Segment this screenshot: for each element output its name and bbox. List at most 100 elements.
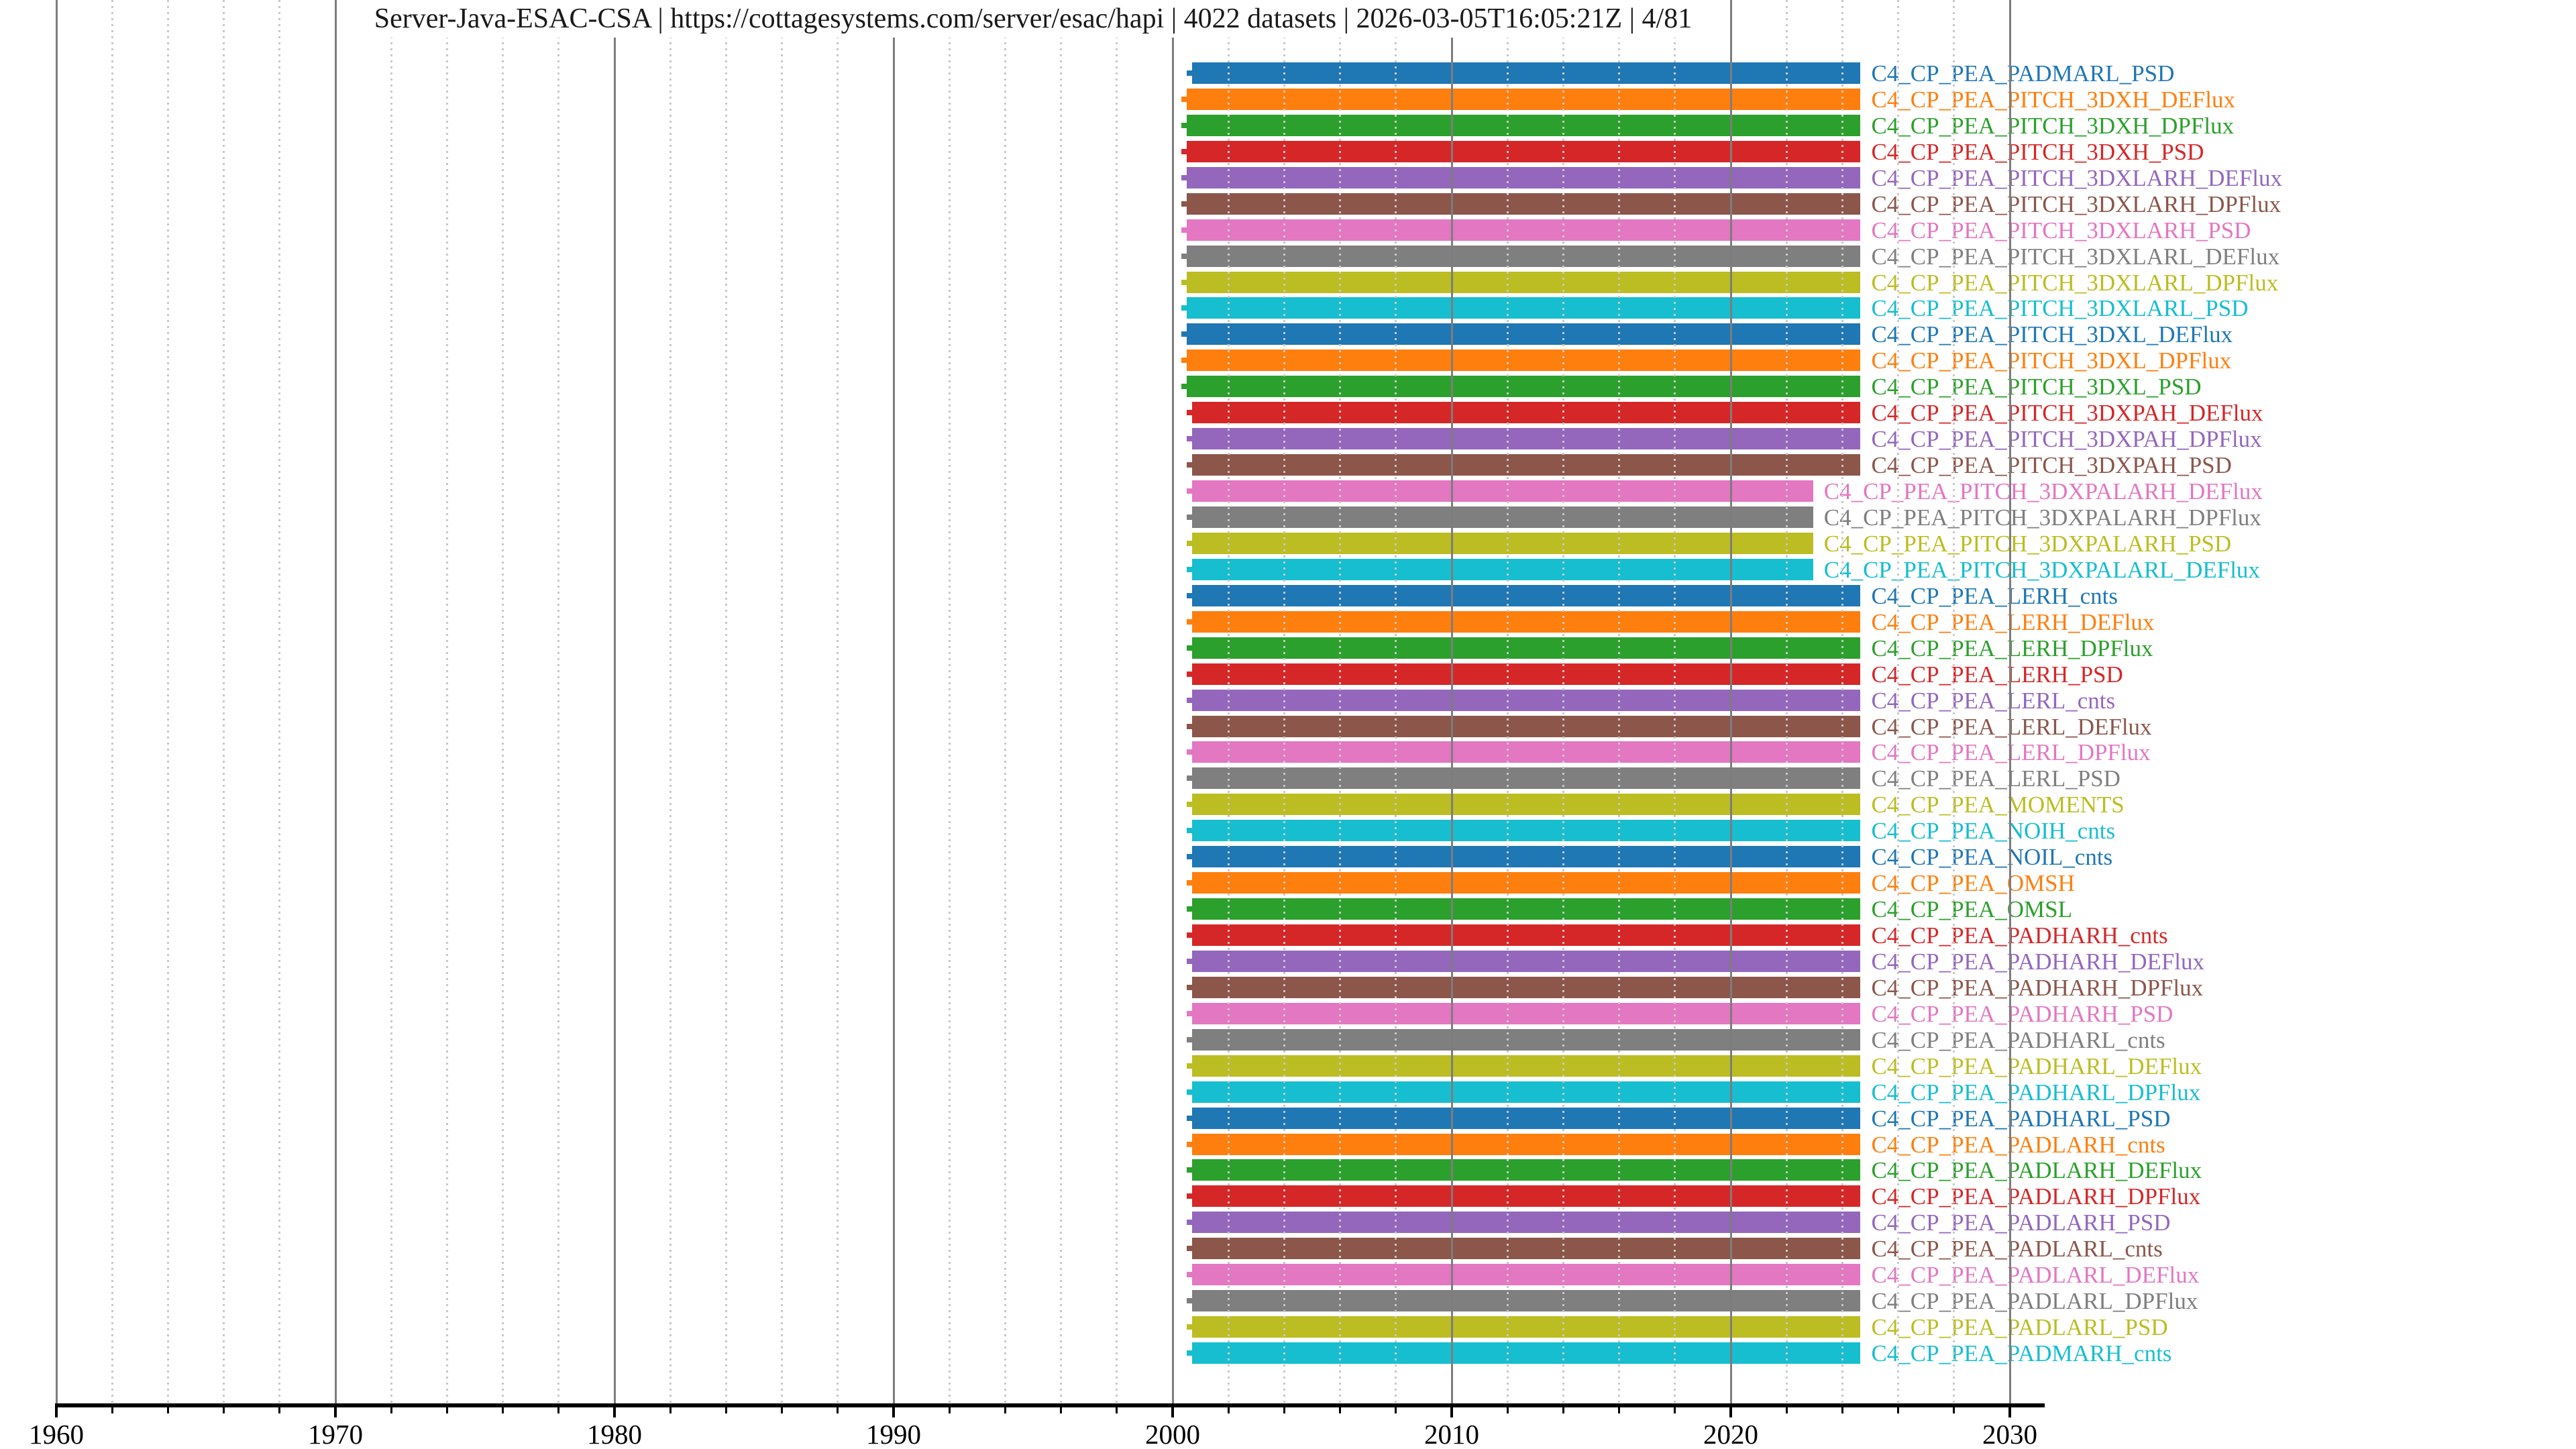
coverage-bar: [1192, 663, 1861, 685]
axis-tick-label: 1960: [29, 1419, 84, 1449]
coverage-bar-whisker: [1187, 854, 1193, 860]
axis-tick-minor: [1897, 1407, 1900, 1413]
coverage-bar-whisker: [1187, 462, 1193, 468]
coverage-bar-whisker: [1187, 1141, 1193, 1147]
coverage-bar-whisker: [1187, 1272, 1193, 1278]
grid-line-major: [1450, 0, 1453, 1403]
coverage-bar-whisker: [1181, 122, 1187, 128]
dataset-label: C4_CP_PEA_PITCH_3DXPALARH_PSD: [1823, 530, 2232, 557]
coverage-bar: [1192, 1002, 1861, 1024]
grid-line-minor: [111, 0, 113, 1403]
dataset-label: C4_CP_PEA_LERL_DEFlux: [1871, 713, 2152, 740]
axis-tick-minor: [837, 1407, 839, 1413]
coverage-bar-whisker: [1187, 697, 1193, 703]
coverage-bar: [1192, 846, 1861, 868]
coverage-bar-whisker: [1181, 148, 1187, 154]
coverage-bar: [1192, 402, 1861, 424]
dataset-label: C4_CP_PEA_PITCH_3DXH_DPFlux: [1871, 112, 2235, 139]
coverage-bar-whisker: [1187, 828, 1193, 834]
dataset-label: C4_CP_PEA_PADHARH_PSD: [1871, 1000, 2174, 1027]
coverage-bar: [1186, 376, 1861, 398]
dataset-label: C4_CP_PEA_PITCH_3DXPALARL_DEFlux: [1823, 556, 2260, 583]
axis-tick-minor: [669, 1407, 672, 1413]
axis-tick-minor: [1674, 1407, 1676, 1413]
coverage-bar-whisker: [1187, 1089, 1193, 1095]
axis-tick-minor: [166, 1407, 169, 1413]
grid-line-minor: [781, 0, 784, 1403]
dataset-label: C4_CP_PEA_NOIH_cnts: [1871, 818, 2116, 845]
coverage-bar-whisker: [1187, 645, 1193, 651]
axis-tick-minor: [445, 1407, 448, 1413]
coverage-bar: [1186, 140, 1861, 162]
coverage-bar: [1192, 1055, 1861, 1077]
grid-line-minor: [669, 0, 672, 1403]
dataset-label: C4_CP_PEA_LERL_PSD: [1871, 765, 2121, 792]
coverage-bar: [1192, 584, 1861, 606]
coverage-bar-whisker: [1187, 1324, 1193, 1330]
coverage-bar-whisker: [1187, 410, 1193, 416]
coverage-bar-whisker: [1187, 802, 1193, 808]
grid-line-minor: [1339, 0, 1342, 1403]
dataset-label: C4_CP_PEA_PITCH_3DXLARL_DPFlux: [1871, 269, 2279, 296]
coverage-bar-whisker: [1181, 331, 1187, 337]
coverage-bar-whisker: [1187, 984, 1193, 990]
dataset-label: C4_CP_PEA_PITCH_3DXL_PSD: [1871, 374, 2202, 400]
dataset-label: C4_CP_PEA_LERH_DEFlux: [1871, 608, 2155, 635]
dataset-label: C4_CP_PEA_PITCH_3DXPAH_DPFlux: [1871, 426, 2262, 453]
coverage-bar-whisker: [1187, 1350, 1193, 1356]
dataset-label: C4_CP_PEA_PITCH_3DXLARL_PSD: [1871, 295, 2249, 322]
grid-line-minor: [278, 0, 281, 1403]
coverage-bar-whisker: [1187, 1010, 1193, 1016]
grid-line-minor: [1506, 0, 1509, 1403]
coverage-bar: [1192, 1316, 1861, 1338]
dataset-label: C4_CP_PEA_PADLARL_DEFlux: [1871, 1262, 2200, 1289]
axis-tick-label: 2000: [1145, 1419, 1200, 1449]
dataset-label: C4_CP_PEA_MOMENTS: [1871, 792, 2125, 818]
dataset-label: C4_CP_PEA_PITCH_3DXH_DEFlux: [1871, 86, 2236, 113]
dataset-label: C4_CP_PEA_PADHARL_DPFlux: [1871, 1079, 2201, 1106]
axis-tick-minor: [781, 1407, 784, 1413]
coverage-bar-whisker: [1187, 775, 1193, 782]
dataset-label: C4_CP_PEA_PITCH_3DXPAH_PSD: [1871, 452, 2232, 479]
coverage-bar-whisker: [1187, 566, 1193, 572]
grid-line-minor: [1618, 0, 1621, 1403]
grid-line-minor: [1953, 0, 1955, 1403]
axis-line: [55, 1403, 2045, 1407]
dataset-label: C4_CP_PEA_PITCH_3DXLARH_DEFlux: [1871, 164, 2283, 191]
axis-tick-label: 1970: [308, 1419, 363, 1449]
coverage-bar-whisker: [1187, 592, 1193, 598]
dataset-label: C4_CP_PEA_PITCH_3DXL_DPFlux: [1871, 347, 2232, 374]
axis-tick-label: 2020: [1703, 1419, 1758, 1449]
coverage-bar: [1186, 166, 1861, 189]
axis-tick-minor: [1785, 1407, 1788, 1413]
coverage-bar: [1192, 689, 1861, 711]
dataset-label: C4_CP_PEA_PITCH_3DXPALARH_DPFlux: [1823, 504, 2261, 531]
grid-line-minor: [557, 0, 560, 1403]
axis-tick-major: [55, 1407, 58, 1417]
grid-line-minor: [1562, 0, 1564, 1403]
axis-tick-major: [613, 1407, 616, 1417]
dataset-label: C4_CP_PEA_PADHARH_DPFlux: [1871, 974, 2204, 1001]
grid-line-minor: [1395, 0, 1397, 1403]
coverage-bar: [1186, 271, 1861, 293]
axis-tick-major: [1171, 1407, 1174, 1417]
coverage-bar-whisker: [1181, 358, 1187, 364]
axis-tick-minor: [278, 1407, 281, 1413]
coverage-bar: [1192, 898, 1861, 920]
dataset-label: C4_CP_PEA_PITCH_3DXL_DEFlux: [1871, 321, 2233, 348]
coverage-bar-whisker: [1187, 749, 1193, 755]
grid-line-minor: [1674, 0, 1676, 1403]
dataset-label: C4_CP_PEA_NOIL_cnts: [1871, 844, 2113, 871]
coverage-bar-whisker: [1187, 958, 1193, 964]
axis-tick-minor: [1116, 1407, 1118, 1413]
coverage-bar: [1192, 610, 1861, 633]
coverage-bar: [1192, 1342, 1861, 1364]
coverage-bar: [1192, 1028, 1861, 1051]
coverage-bar: [1192, 1107, 1861, 1129]
coverage-bar-whisker: [1181, 201, 1187, 207]
dataset-label: C4_CP_PEA_OMSL: [1871, 896, 2072, 923]
coverage-bar: [1192, 976, 1861, 998]
axis-tick-minor: [502, 1407, 504, 1413]
grid-line-minor: [724, 0, 727, 1403]
